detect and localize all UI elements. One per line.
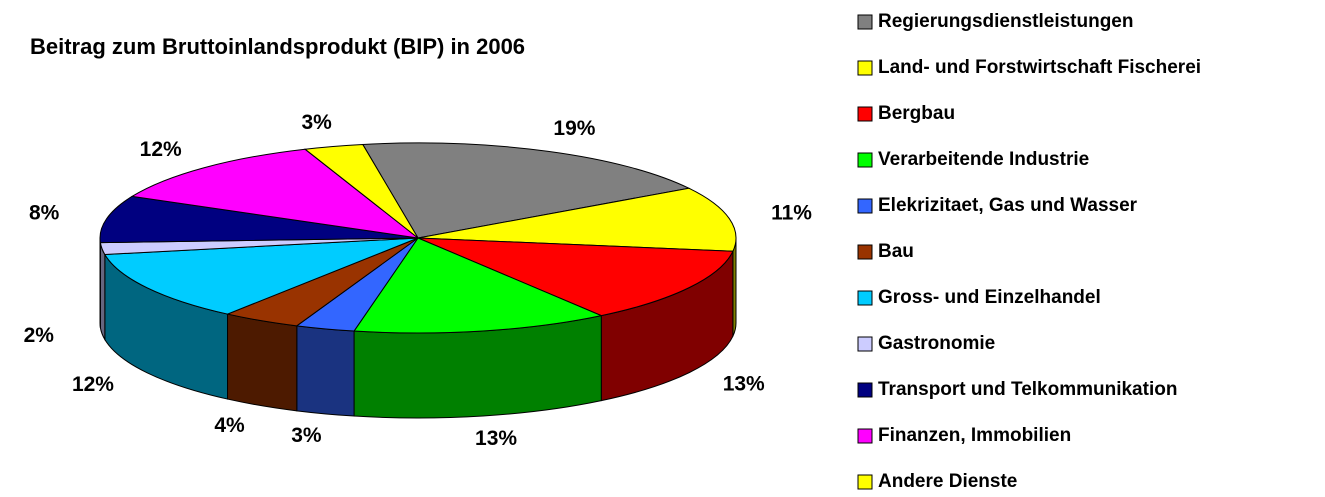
pie-slice: [417, 237, 734, 317]
pie-slice: [353, 237, 603, 334]
legend-swatch: [857, 198, 873, 214]
pie-slice: [361, 142, 691, 239]
legend-label: Finanzen, Immobilien: [878, 425, 1071, 446]
data-label: 3%: [301, 111, 332, 134]
legend-swatch: [857, 14, 873, 30]
pie-slice: [417, 187, 737, 252]
legend-swatch: [857, 152, 873, 168]
legend-swatch: [857, 244, 873, 260]
data-label: 19%: [553, 117, 595, 140]
legend-label: Bau: [878, 241, 914, 262]
pie-slice: [130, 148, 420, 239]
pie-slice: [303, 143, 419, 239]
pie-slice-side: [296, 325, 355, 417]
pie-slice-side: [99, 242, 106, 342]
legend-label: Transport und Telkommunikation: [878, 379, 1177, 400]
data-label: 8%: [29, 202, 60, 225]
data-label: 11%: [771, 201, 812, 224]
legend-label: Gastronomie: [878, 333, 995, 354]
data-label: 12%: [140, 138, 182, 161]
legend-swatch: [857, 60, 873, 76]
legend-swatch: [857, 336, 873, 352]
legend-label: Land- und Forstwirtschaft Fischerei: [878, 57, 1201, 78]
data-label: 2%: [24, 324, 55, 347]
pie-slice: [103, 237, 419, 315]
legend-swatch: [857, 382, 873, 398]
data-label: 12%: [72, 373, 114, 396]
pie-slice-side: [227, 313, 298, 412]
legend-label: Gross- und Einzelhandel: [878, 287, 1101, 308]
legend-swatch: [857, 428, 873, 444]
legend-label: Regierungsdienstleistungen: [878, 11, 1133, 32]
pie-slice: [99, 195, 419, 244]
data-label: 13%: [475, 427, 517, 450]
data-label: 13%: [723, 372, 765, 395]
legend-swatch: [857, 106, 873, 122]
legend-swatch: [857, 290, 873, 306]
legend-label: Andere Dienste: [878, 471, 1017, 492]
data-label: 4%: [214, 414, 245, 437]
legend-label: Verarbeitende Industrie: [878, 149, 1089, 170]
legend-label: Bergbau: [878, 103, 955, 124]
chart-title: Beitrag zum Bruttoinlandsprodukt (BIP) i…: [30, 34, 525, 59]
legend-label: Elekrizitaet, Gas und Wasser: [878, 195, 1138, 216]
data-label: 3%: [291, 424, 322, 447]
legend-swatch: [857, 474, 873, 490]
